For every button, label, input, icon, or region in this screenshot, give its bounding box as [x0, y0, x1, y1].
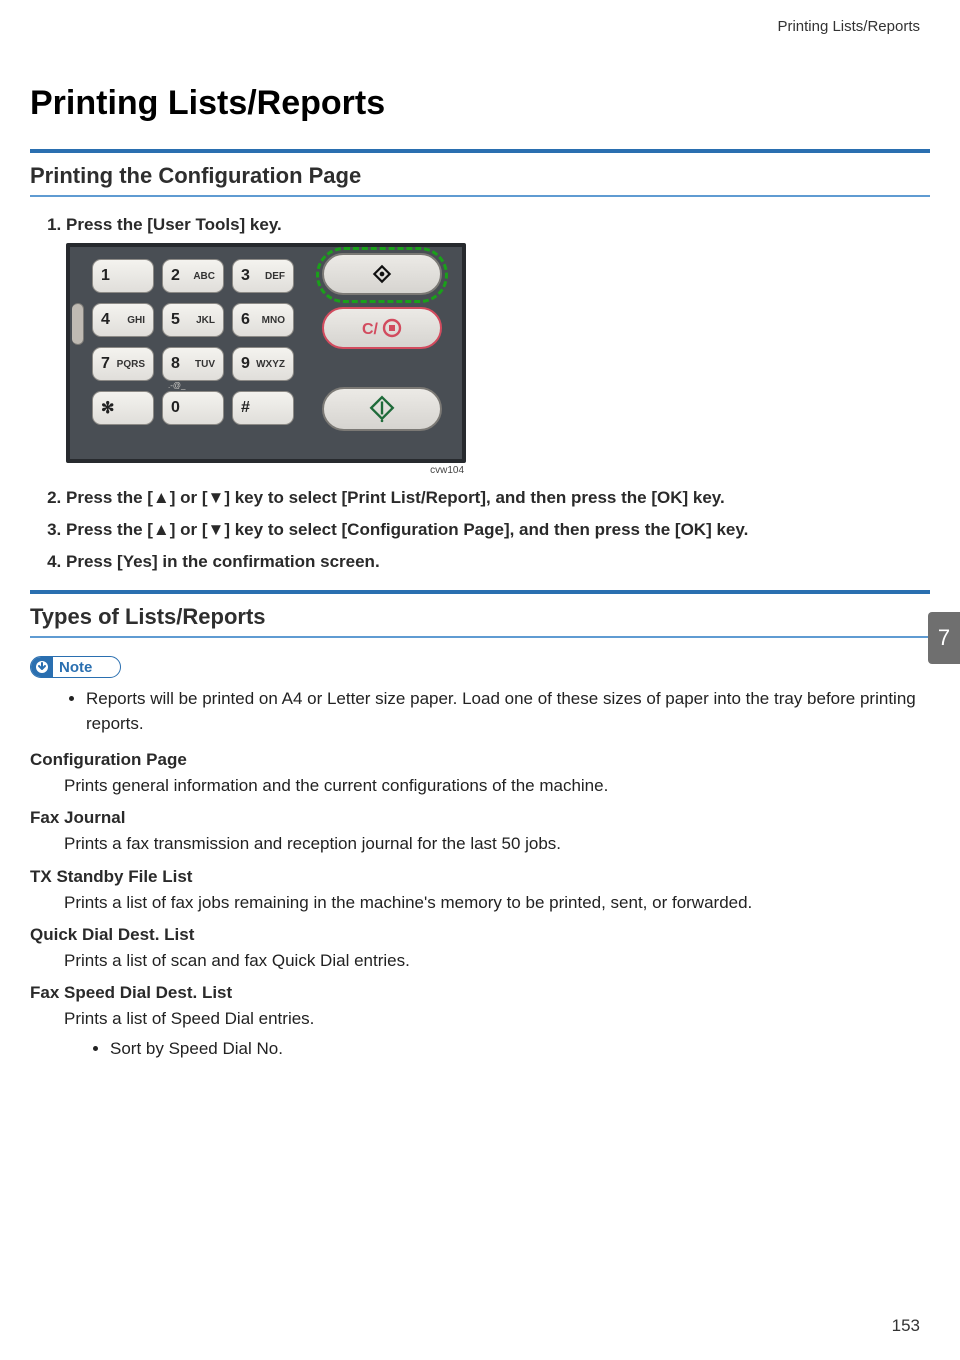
key-7: 7 PQRS — [92, 347, 154, 381]
type-term-0: Configuration Page — [30, 750, 930, 770]
key-hash: # — [232, 391, 294, 425]
section1-rule-thick — [30, 149, 930, 153]
step-4-text: Press [Yes] in the confirmation screen. — [66, 552, 380, 571]
key-0: 0 — [162, 391, 224, 425]
step-2: Press the [▲] or [▼] key to select [Prin… — [66, 488, 930, 508]
key-3-num: 3 — [241, 267, 250, 285]
key-9-num: 9 — [241, 355, 250, 373]
key-5-sub: JKL — [196, 315, 215, 326]
type-term-1: Fax Journal — [30, 808, 930, 828]
key-8: 8 TUV — [162, 347, 224, 381]
key-3-sub: DEF — [265, 271, 285, 282]
clear-stop-button: C/ — [322, 307, 442, 349]
keypad-figure: 1 2 ABC 3 DEF 4 GHI 5 JKL 6 MNO 7 PQRS 8 TUV 9W… — [66, 243, 466, 476]
section2-heading: Types of Lists/Reports — [30, 604, 930, 630]
key-2-num: 2 — [171, 267, 180, 285]
type-desc-3: Prints a list of scan and fax Quick Dial… — [64, 949, 930, 973]
key-6: 6 MNO — [232, 303, 294, 337]
section2-rule-thin — [30, 636, 930, 638]
note-pill: Note — [30, 656, 121, 678]
step-2-text: Press the [▲] or [▼] key to select [Prin… — [66, 488, 725, 507]
key-9: 9 WXYZ — [232, 347, 294, 381]
step-4: Press [Yes] in the confirmation screen. — [66, 552, 930, 572]
key-5-num: 5 — [171, 311, 180, 329]
svg-text:C/: C/ — [362, 321, 379, 338]
figure-caption: cvw104 — [66, 463, 466, 476]
section1-rule-thin — [30, 195, 930, 197]
keypad-box: 1 2 ABC 3 DEF 4 GHI 5 JKL 6 MNO 7 PQRS 8 TUV 9W… — [66, 243, 466, 463]
key-4-num: 4 — [101, 311, 110, 329]
type-desc-2: Prints a list of fax jobs remaining in t… — [64, 891, 930, 915]
key-6-num: 6 — [241, 311, 250, 329]
type-term-3: Quick Dial Dest. List — [30, 925, 930, 945]
key-4-sub: GHI — [127, 315, 145, 326]
key-2: 2 ABC — [162, 259, 224, 293]
type-term-2: TX Standby File List — [30, 867, 930, 887]
page-title: Printing Lists/Reports — [30, 84, 930, 123]
type-desc-0: Prints general information and the curre… — [64, 774, 930, 798]
key-2-sub: ABC — [193, 271, 215, 282]
key-5: 5 JKL — [162, 303, 224, 337]
start-button — [322, 387, 442, 431]
type-4-sub-0: Sort by Speed Dial No. — [110, 1037, 930, 1061]
step-3: Press the [▲] or [▼] key to select [Conf… — [66, 520, 930, 540]
type-desc-4: Prints a list of Speed Dial entries. Sor… — [64, 1007, 930, 1061]
type-desc-4-text: Prints a list of Speed Dial entries. — [64, 1009, 314, 1028]
section1-heading: Printing the Configuration Page — [30, 163, 930, 189]
key-8-num: 8 — [171, 355, 180, 373]
step-3-text: Press the [▲] or [▼] key to select [Conf… — [66, 520, 748, 539]
panel-left-decor — [72, 303, 84, 345]
type-desc-1: Prints a fax transmission and reception … — [64, 832, 930, 856]
note-list: Reports will be printed on A4 or Letter … — [64, 687, 930, 736]
key-0-num: 0 — [171, 399, 180, 417]
user-tools-button — [322, 253, 442, 295]
start-icon — [369, 395, 395, 423]
key-8-sub: TUV — [195, 359, 215, 370]
diamond-icon — [369, 261, 395, 287]
step-1-text: Press the [User Tools] key. — [66, 215, 282, 234]
section2-rule-thick — [30, 590, 930, 594]
key-star-num: ✻ — [101, 398, 114, 418]
key-1: 1 — [92, 259, 154, 293]
key-1-num: 1 — [101, 267, 110, 285]
key-7-num: 7 — [101, 355, 110, 373]
key-star: ✻ — [92, 391, 154, 425]
type-term-4: Fax Speed Dial Dest. List — [30, 983, 930, 1003]
key-4: 4 GHI — [92, 303, 154, 337]
section1-steps: Press the [User Tools] key. 1 2 ABC 3 DEF … — [44, 215, 930, 572]
key-6-sub: MNO — [262, 315, 285, 326]
key-3: 3 DEF — [232, 259, 294, 293]
key-9-sub: WXYZ — [256, 359, 285, 370]
clear-stop-icon: C/ — [358, 316, 406, 340]
running-head: Printing Lists/Reports — [777, 18, 920, 35]
types-list: Configuration Page Prints general inform… — [30, 750, 930, 1061]
key-hash-num: # — [241, 399, 250, 417]
type-4-sublist: Sort by Speed Dial No. — [90, 1037, 930, 1061]
note-down-arrow-icon — [31, 656, 53, 678]
key-at-label: .-@_ — [168, 381, 185, 390]
step-1: Press the [User Tools] key. 1 2 ABC 3 DEF … — [66, 215, 930, 476]
key-7-sub: PQRS — [117, 359, 145, 370]
page-number: 153 — [892, 1316, 920, 1336]
note-item-1: Reports will be printed on A4 or Letter … — [86, 687, 920, 736]
chapter-tab: 7 — [928, 612, 960, 664]
note-label: Note — [53, 659, 98, 676]
content-area: Printing Lists/Reports Printing the Conf… — [30, 70, 930, 1071]
note-block: Note — [30, 656, 930, 679]
